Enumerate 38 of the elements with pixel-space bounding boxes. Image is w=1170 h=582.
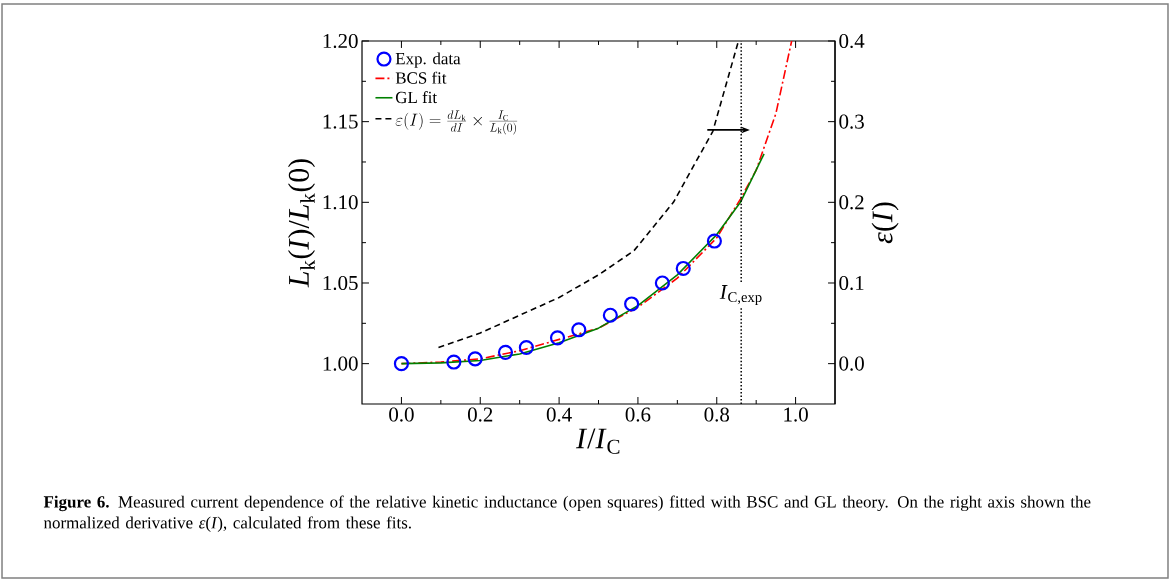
point [602, 307, 618, 323]
point [393, 356, 410, 372]
y-tick-label: 1.10 [323, 195, 358, 210]
y-tick-label: 1.05 [323, 275, 358, 291]
y2-axis-title: ε(I) [871, 202, 899, 244]
x-tick-label: 0.6 [625, 407, 651, 422]
point [518, 339, 534, 356]
legend-label: $\varepsilon(I)=\frac{dL_\mathrm{k}}{dI}\times\frac{I_\mathrm{C}}{L_\mathrm{k}(0)}$ [395, 110, 518, 135]
text: Figure 6. Measured current dependence of the relative kinetic inductance (open squares) fitted with BSC and GL theory. On the right axis shown the normalized derivative ε(I), calculated from these fits. [43, 495, 1091, 532]
x-tick-label: 0.2 [467, 407, 493, 422]
x-tick-label: 0.0 [389, 407, 414, 422]
y2-tick-label: 0.3 [839, 114, 864, 129]
ref-line-label: I$_{C,exp}$ [719, 285, 762, 306]
x-tick-label: 1.0 [784, 407, 808, 422]
x-axis-title: I/I$_{C}$ [575, 428, 620, 454]
point [446, 354, 462, 370]
y-tick-label: 1.15 [323, 114, 358, 129]
point [675, 260, 691, 277]
point [624, 296, 640, 312]
point [549, 330, 566, 346]
y-axis-title: L$_{k}$(I)/L$_{k}$(0) [287, 159, 316, 288]
y-tick-label: 1.20 [323, 33, 358, 49]
point [706, 233, 722, 249]
point [497, 344, 514, 360]
point [571, 322, 587, 338]
point [654, 275, 670, 291]
y2-tick-label: 0.1 [839, 275, 864, 291]
y2-tick-label: 0.4 [839, 33, 865, 49]
line-series [400, 153, 765, 365]
y-tick-label: 1.00 [323, 356, 358, 371]
y2-tick-label: 0.2 [839, 195, 864, 210]
legend-label: BCS fit [395, 71, 447, 84]
point [467, 351, 483, 367]
y2-tick-label: 0.0 [839, 356, 864, 371]
x-tick-label: 0.4 [546, 407, 572, 422]
legend-label: Exp. data [395, 52, 461, 68]
x-tick-label: 0.8 [704, 407, 730, 422]
legend-label: GL fit [395, 91, 438, 104]
